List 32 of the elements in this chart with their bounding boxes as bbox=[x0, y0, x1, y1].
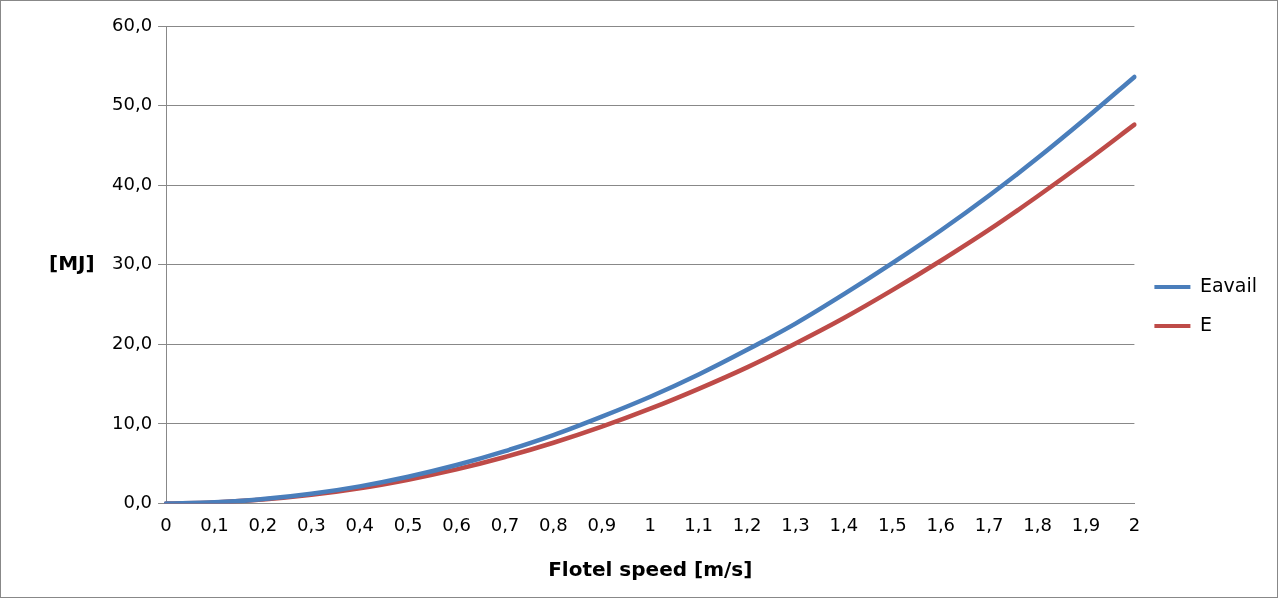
y-axis-title: [MJ] bbox=[49, 251, 95, 275]
y-tick-label: 50,0 bbox=[112, 93, 153, 115]
x-tick-label: 1,1 bbox=[684, 513, 713, 535]
x-tick-label: 1,6 bbox=[926, 513, 956, 535]
x-tick-label: 0,6 bbox=[442, 513, 471, 535]
x-tick-label: 1,8 bbox=[1023, 513, 1052, 535]
x-tick-label: 0,1 bbox=[200, 513, 229, 535]
y-tick-label: 30,0 bbox=[112, 252, 153, 274]
x-tick-label: 1,2 bbox=[732, 513, 762, 535]
x-tick-label: 0,3 bbox=[297, 513, 326, 535]
x-tick-label: 0 bbox=[160, 513, 172, 535]
x-tick-label: 0,4 bbox=[345, 513, 375, 535]
x-tick-label: 1,9 bbox=[1071, 513, 1101, 535]
y-tick-label: 10,0 bbox=[112, 411, 153, 433]
legend-label: E bbox=[1199, 312, 1212, 335]
legend-label: Eavail bbox=[1199, 273, 1257, 296]
y-tick-label: 40,0 bbox=[112, 172, 153, 194]
x-tick-label: 0,5 bbox=[393, 513, 423, 535]
x-tick-label: 0,8 bbox=[539, 513, 568, 535]
x-tick-label: 1 bbox=[644, 513, 656, 535]
x-tick-label: 1,4 bbox=[829, 513, 859, 535]
y-tick-label: 20,0 bbox=[112, 331, 153, 353]
x-axis-title: Flotel speed [m/s] bbox=[548, 557, 753, 582]
x-tick-label: 0,2 bbox=[248, 513, 278, 535]
y-tick-label: 0,0 bbox=[123, 491, 153, 513]
y-tick-label: 60,0 bbox=[112, 13, 153, 35]
x-tick-label: 1,3 bbox=[781, 513, 810, 535]
x-tick-label: 0,7 bbox=[490, 513, 520, 535]
x-tick-label: 2 bbox=[1128, 513, 1141, 535]
x-tick-label: 1,7 bbox=[974, 513, 1004, 535]
x-tick-label: 1,5 bbox=[878, 513, 907, 535]
x-tick-label: 0,9 bbox=[587, 513, 617, 535]
